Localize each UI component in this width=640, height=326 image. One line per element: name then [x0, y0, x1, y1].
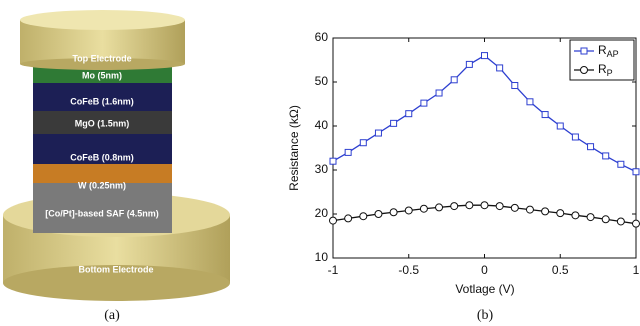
marker — [329, 157, 337, 165]
marker — [389, 208, 398, 217]
marker — [556, 122, 564, 130]
x-axis-label: Votlage (V) — [455, 282, 514, 296]
marker — [580, 66, 588, 74]
marker — [587, 143, 595, 151]
marker — [496, 64, 504, 72]
marker — [632, 219, 640, 228]
marker — [374, 210, 383, 218]
cofeb-layer — [33, 134, 172, 164]
layer-label: Mo (5nm) — [82, 70, 122, 80]
marker — [435, 203, 444, 212]
layer-label: MgO (1.5nm) — [75, 118, 130, 128]
layer-label: CoFeB (1.6nm) — [70, 96, 134, 106]
y-tick-label: 30 — [315, 162, 329, 176]
marker — [580, 47, 588, 55]
x-tick-label: 0.5 — [552, 263, 569, 277]
marker — [419, 204, 428, 213]
marker — [571, 211, 580, 220]
w-layer — [33, 164, 172, 183]
marker — [359, 212, 368, 221]
marker — [480, 201, 489, 210]
y-tick-label: 40 — [315, 118, 329, 132]
marker — [571, 133, 579, 141]
layer-label: CoFeB (0.8nm) — [70, 152, 134, 162]
marker — [481, 52, 488, 60]
layer-label: Bottom Electrode — [78, 264, 153, 274]
marker — [602, 152, 610, 160]
legend-subscript: AP — [607, 49, 619, 59]
marker — [435, 89, 443, 97]
marker — [374, 129, 382, 137]
marker — [450, 76, 458, 84]
marker — [586, 213, 595, 222]
marker — [601, 215, 610, 224]
marker — [526, 98, 534, 106]
marker — [541, 111, 549, 119]
marker — [404, 206, 413, 215]
saf-layer — [33, 183, 172, 233]
legend-name: R — [598, 62, 607, 76]
legend-subscript: P — [607, 68, 613, 78]
y-tick-label: 50 — [315, 74, 329, 88]
marker — [329, 216, 337, 225]
marker — [390, 119, 398, 127]
x-tick-label: 1 — [633, 263, 640, 277]
marker — [465, 201, 474, 210]
marker — [617, 160, 625, 168]
marker — [556, 209, 565, 218]
bottom-electrode-base — [3, 265, 230, 301]
legend-name: R — [598, 43, 607, 57]
legend-label: RAP — [598, 43, 619, 59]
x-tick-label: -1 — [328, 263, 339, 277]
layer-label: [Co/Pt]-based SAF (4.5nm) — [45, 208, 159, 218]
y-tick-label: 10 — [315, 250, 329, 264]
x-tick-label: 0 — [481, 263, 488, 277]
marker — [525, 205, 534, 214]
marker — [632, 168, 640, 176]
y-tick-label: 60 — [315, 30, 329, 44]
legend-label: RP — [598, 62, 613, 78]
marker — [405, 110, 413, 118]
marker — [450, 202, 459, 211]
y-tick-label: 20 — [315, 206, 329, 220]
mgo-layer — [33, 111, 172, 134]
marker — [359, 139, 367, 147]
x-tick-label: -0.5 — [398, 263, 419, 277]
marker — [616, 217, 625, 226]
marker — [344, 214, 353, 223]
marker — [344, 148, 352, 156]
marker — [541, 207, 550, 216]
layer-label: Top Electrode — [72, 53, 131, 63]
layer-label: W (0.25nm) — [78, 180, 126, 190]
y-axis-label: Resistance (kΩ) — [287, 105, 301, 191]
mo-layer — [33, 66, 172, 83]
marker — [510, 203, 519, 212]
legend-box — [569, 39, 635, 81]
cofeb-layer — [33, 83, 172, 111]
marker — [420, 99, 428, 107]
stack-diagram: Top Electrode Mo (5nm) CoFeB (1.6nm) MgO… — [3, 10, 230, 323]
top-electrode-top — [20, 10, 185, 30]
marker — [465, 60, 473, 68]
marker — [511, 82, 519, 90]
caption: (b) — [477, 308, 494, 323]
marker — [495, 202, 504, 211]
caption: (a) — [104, 308, 120, 323]
top-electrode-base — [20, 58, 185, 70]
